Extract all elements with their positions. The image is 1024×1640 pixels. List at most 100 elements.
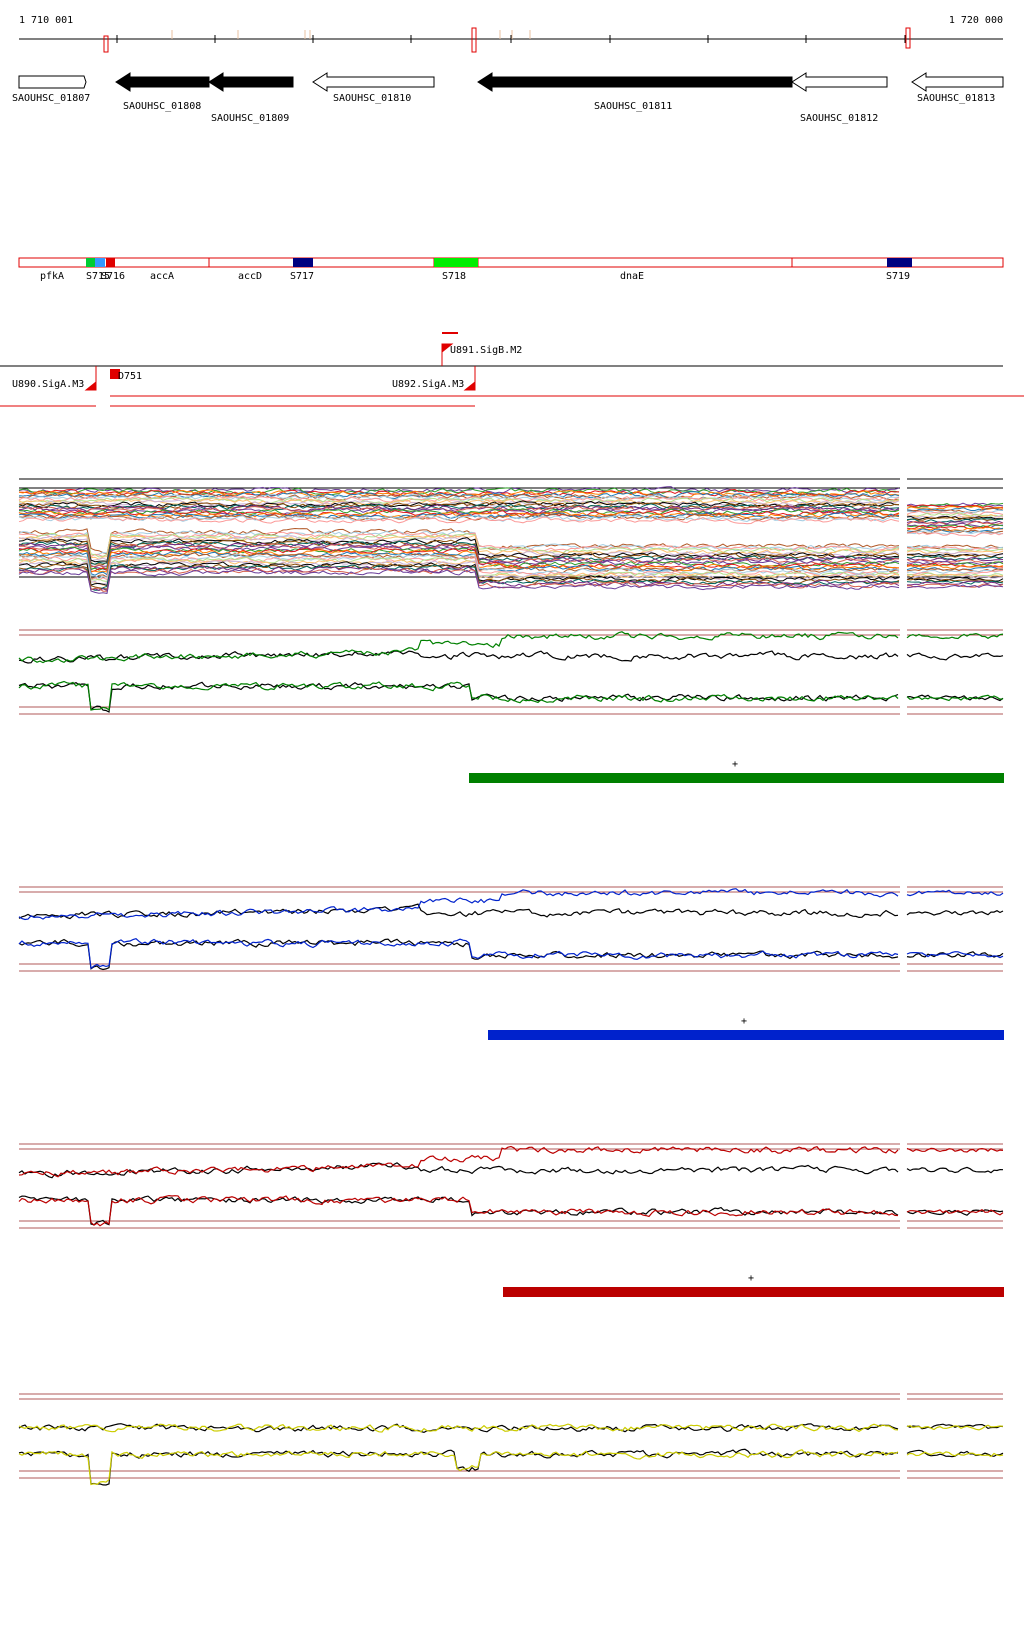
lower-sample-line xyxy=(906,572,1004,577)
annotation-block-s717 xyxy=(293,258,313,267)
lower-sample-line xyxy=(906,580,1004,585)
lower-signal-line xyxy=(18,1194,899,1227)
ruler-end-label: 1 720 000 xyxy=(949,15,1003,26)
gene-arrow xyxy=(115,72,210,92)
block-label-s718: S718 xyxy=(442,271,466,282)
lower-signal-line xyxy=(906,694,1004,702)
lower-sample-line xyxy=(18,556,900,583)
transcribed-region-bar xyxy=(488,1030,1004,1040)
strand-label: + xyxy=(748,1273,754,1284)
block-label-s719: S719 xyxy=(886,271,910,282)
expression-track-4 xyxy=(18,1393,1004,1486)
upper-sample-line xyxy=(18,503,900,511)
expression-multiline-panel xyxy=(18,478,1004,594)
gene-arrow xyxy=(312,72,435,92)
lower-sample-line xyxy=(906,555,1004,561)
upper-sample-line xyxy=(906,527,1004,533)
upper-sample-line xyxy=(906,505,1004,510)
lower-sample-line xyxy=(18,567,900,592)
lower-sample-line xyxy=(906,544,1004,551)
gene-label: SAOUHSC_01812 xyxy=(800,113,878,124)
expression-track-3: + xyxy=(18,1143,1004,1297)
upper-sample-line xyxy=(906,512,1004,517)
gene-saouhsc-01807: SAOUHSC_01807 xyxy=(12,75,90,104)
upper-signal-line xyxy=(906,1424,1004,1431)
upper-sample-line xyxy=(18,511,900,519)
upper-sample-line xyxy=(18,514,900,523)
upper-signal-line xyxy=(906,1147,1004,1153)
lower-sample-line xyxy=(18,562,900,590)
upper-sample-line xyxy=(18,486,900,494)
gene-label: SAOUHSC_01809 xyxy=(211,113,289,124)
upper-signal-line xyxy=(18,1145,899,1178)
expression-tracks: + + + xyxy=(18,629,1004,1486)
lower-sample-line xyxy=(18,561,900,587)
promoter-label-u891: U891.SigB.M2 xyxy=(450,345,522,356)
gene-saouhsc-01812: SAOUHSC_01812 xyxy=(791,72,888,124)
upper-signal-line xyxy=(18,1423,899,1433)
block-label-s715: S715 xyxy=(86,271,110,282)
gene-saouhsc-01813: SAOUHSC_01813 xyxy=(911,72,1004,104)
upper-sample-line xyxy=(19,496,900,505)
lower-signal-line xyxy=(906,1208,1004,1216)
gene-label: SAOUHSC_01808 xyxy=(123,101,201,112)
upper-sample-line xyxy=(906,530,1004,535)
coordinate-ruler: 1 710 001 1 720 000 xyxy=(19,15,1003,53)
upper-sample-line xyxy=(906,504,1004,509)
gene-label: SAOUHSC_01813 xyxy=(917,93,995,104)
lower-sample-line xyxy=(18,540,900,565)
promoter-track: U890.SigA.M3 D751 U891.SigB.M2 U892.SigA… xyxy=(0,332,1024,407)
expression-track-1: + xyxy=(18,629,1004,783)
promoter-label-u892: U892.SigA.M3 xyxy=(392,379,464,390)
upper-signal-line xyxy=(906,1423,1004,1430)
ruler-marker xyxy=(905,27,911,49)
lower-sample-line xyxy=(18,543,900,570)
gene-saouhsc-01810: SAOUHSC_01810 xyxy=(312,72,435,104)
expression-track-2: + xyxy=(18,886,1004,1040)
upper-signal-line xyxy=(906,910,1004,916)
upper-sample-line xyxy=(18,506,900,515)
upper-sample-line xyxy=(18,501,900,509)
gene-arrow xyxy=(18,75,87,89)
upper-sample-line xyxy=(18,488,900,497)
ruler-marker xyxy=(103,35,109,53)
lower-signal-line xyxy=(906,951,1004,959)
lower-sample-line xyxy=(18,551,900,576)
lower-sample-line xyxy=(18,549,900,573)
gene-arrow xyxy=(208,72,294,92)
gene-arrow xyxy=(477,72,793,92)
lower-sample-line xyxy=(907,554,1004,560)
annotation-segment xyxy=(208,257,435,268)
gene-arrow xyxy=(791,72,888,92)
upper-sample-line xyxy=(18,505,900,514)
upper-sample-line xyxy=(906,509,1004,514)
lower-sample-line xyxy=(906,548,1004,553)
lower-signal-line xyxy=(18,681,899,713)
lower-sample-line xyxy=(906,568,1004,573)
upper-signal-line xyxy=(18,888,899,921)
annotation-block-s715 xyxy=(86,258,95,267)
lower-sample-line xyxy=(18,531,900,558)
lower-sample-line xyxy=(906,556,1004,562)
gene-label: SAOUHSC_01810 xyxy=(333,93,411,104)
annotation-block-s719 xyxy=(887,258,912,267)
promoter-label-d751: D751 xyxy=(118,371,142,382)
segment-label-dnae: dnaE xyxy=(620,271,644,282)
block-label-s717: S717 xyxy=(290,271,314,282)
ruler-ticks xyxy=(103,27,911,53)
lower-sample-line xyxy=(18,542,900,568)
lower-sample-line xyxy=(18,547,900,573)
upper-signal-line xyxy=(18,1162,899,1179)
lower-sample-line xyxy=(18,532,900,558)
promoter-label-u890: U890.SigA.M3 xyxy=(12,379,84,390)
lower-sample-line xyxy=(18,558,900,587)
upper-sample-line xyxy=(906,516,1004,522)
upper-sample-line xyxy=(906,515,1004,521)
segment-label-acca: accA xyxy=(150,271,174,282)
lower-signal-line xyxy=(906,1451,1004,1458)
gene-label: SAOUHSC_01807 xyxy=(12,93,90,104)
lower-sample-line xyxy=(906,562,1004,568)
lower-sample-line xyxy=(906,584,1004,589)
gene-saouhsc-01809: SAOUHSC_01809 xyxy=(208,72,294,124)
